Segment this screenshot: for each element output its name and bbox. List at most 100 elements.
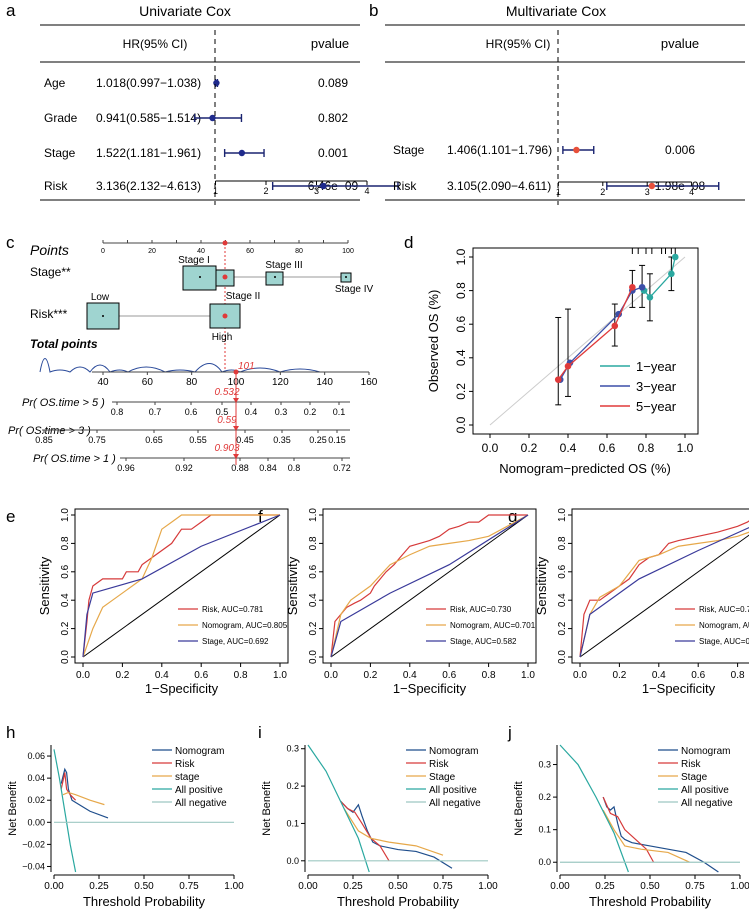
dca-x-tick-label: 0.00 [298, 881, 318, 892]
dca-y-tick-label: 0.2 [286, 781, 299, 791]
pvalue-column-header: pvalue [311, 36, 349, 51]
calibration-y-tick-label: 1.0 [454, 248, 468, 265]
calibration-x-tick-label: 0.8 [638, 441, 655, 455]
dca-x-tick-label: 1.00 [730, 881, 749, 892]
survival-tick-label: 0.2 [304, 407, 317, 417]
survival-tick-label: 0.65 [145, 435, 163, 445]
survival-tick-label: 0.75 [88, 435, 106, 445]
survival-tick-label: 0.96 [117, 463, 135, 473]
survival-tick-label: 0.72 [333, 463, 351, 473]
risk-high-dot [222, 313, 228, 319]
dca-legend-label: Nomogram [681, 746, 730, 757]
dca-x-tick-label: 1.00 [224, 881, 244, 892]
dca-curve [62, 791, 105, 806]
dca-curve [343, 808, 444, 856]
risk-level-label: Low [91, 292, 110, 303]
dca-x-tick-label: 0.50 [388, 881, 408, 892]
forest-hr-point [209, 114, 216, 122]
panel-letter-b: b [369, 1, 378, 20]
total-points-tick-label: 80 [186, 377, 198, 388]
roc-y-tick-label: 1.0 [308, 508, 319, 522]
roc-x-tick-label: 0.0 [324, 670, 338, 681]
roc-frame [571, 508, 749, 664]
panel-letter-c: c [6, 233, 15, 252]
dca-x-tick-label: 1.00 [478, 881, 498, 892]
panel-letter-d: d [404, 233, 413, 252]
survival-tick-label: 0.8 [288, 463, 301, 473]
dca-x-tick-label: 0.00 [550, 881, 570, 892]
forest-row-label: Age [44, 76, 66, 90]
dca-legend-label: Stage [429, 772, 456, 783]
roc-y-label: Sensitivity [285, 556, 300, 615]
roc-legend-label: Nomogram, AUC=0.805 [202, 621, 288, 630]
stage-iv-dot [345, 276, 347, 278]
forest-plot-univariate: Univariate Cox HR(95% CI) pvalue Age 1.01… [40, 3, 399, 205]
total-points-tick-label: 140 [316, 377, 333, 388]
total-points-tick-label: 160 [361, 377, 378, 388]
dca-y-tick-label: 0.3 [286, 744, 299, 754]
survival-value: 0.59 [217, 415, 237, 426]
dca-legend-label: Risk [429, 759, 449, 770]
roc-y-tick-label: 0.8 [308, 536, 319, 550]
calibration-legend-label: 5−year [636, 399, 677, 414]
dca-x-label: Threshold Probability [83, 894, 206, 909]
roc-y-tick-label: 0.0 [308, 650, 319, 664]
dca-y-label: Net Benefit [261, 781, 273, 835]
risk-level-label: High [212, 332, 233, 343]
dca-y-label: Net Benefit [513, 781, 525, 835]
dca-legend-label: All negative [681, 798, 733, 809]
dca-y-tick-label: 0.1 [286, 818, 299, 828]
points-tick-label: 80 [295, 248, 303, 255]
dca-x-tick-label: 0.75 [179, 881, 199, 892]
roc-x-tick-label: 0.8 [731, 670, 745, 681]
roc-y-tick-label: 0.4 [60, 593, 71, 607]
dca-curve [53, 749, 77, 873]
forest-x-tick-label: 1 [213, 186, 218, 196]
roc-curve [579, 531, 749, 658]
roc-y-tick-label: 0.2 [60, 621, 71, 635]
calibration-point [671, 253, 679, 261]
panel-letter-i: i [258, 723, 262, 742]
roc-y-tick-label: 0.4 [557, 593, 568, 607]
survival-axis-label: Pr( OS.time > 1 ) [33, 453, 116, 465]
roc-curve [82, 514, 280, 658]
points-tick-label: 40 [197, 248, 205, 255]
forest-title: Multivariate Cox [506, 3, 606, 19]
survival-marker [233, 426, 239, 431]
calibration-y-label: Observed OS (%) [426, 290, 441, 393]
calibration-point [646, 294, 654, 301]
dca-x-label: Threshold Probability [589, 894, 712, 909]
forest-row-label: Stage [44, 146, 76, 160]
points-tick-label: 20 [148, 248, 156, 255]
dca-x-tick-label: 0.75 [433, 881, 453, 892]
dca-plot-i: 0.00 0.25 0.50 0.75 1.00 0.3 0.2 0.1 0.0 Threshol… [261, 744, 498, 909]
roc-y-tick-label: 0.6 [557, 564, 568, 578]
forest-row-label: Risk [44, 179, 68, 193]
stage-level-label: Stage III [265, 260, 302, 271]
forest-x-tick-label: 2 [263, 186, 268, 196]
roc-x-tick-label: 0.0 [76, 670, 90, 681]
calibration-series-line [557, 286, 633, 381]
calibration-point [611, 322, 619, 330]
roc-x-label: 1−Specificity [145, 681, 219, 696]
roc-x-label: 1−Specificity [393, 681, 467, 696]
roc-y-tick-label: 0.8 [557, 536, 568, 550]
survival-marker [233, 454, 239, 459]
calibration-x-tick-label: 0.6 [599, 441, 616, 455]
roc-x-tick-label: 0.2 [363, 670, 377, 681]
calibration-legend-label: 3−year [636, 379, 677, 394]
survival-tick-label: 0.5 [216, 407, 229, 417]
calibration-frame [472, 247, 699, 435]
roc-y-tick-label: 0.6 [308, 564, 319, 578]
roc-y-tick-label: 0.2 [308, 621, 319, 635]
survival-tick-label: 0.1 [333, 407, 346, 417]
dca-x-tick-label: 0.50 [134, 881, 154, 892]
dca-curve [60, 772, 77, 801]
stage-level-label: Stage II [226, 291, 260, 302]
roc-frame [322, 508, 537, 664]
roc-y-tick-label: 0.0 [557, 650, 568, 664]
total-points-label: Total points [30, 337, 98, 351]
dca-x-tick-label: 0.00 [44, 881, 64, 892]
roc-plot-e: 0.0 0.0 0.2 0.2 0.4 0.4 0.6 0.6 0.8 0.8 1.0 1.0 1−Sp… [37, 508, 289, 696]
survival-tick-label: 0.3 [275, 407, 288, 417]
